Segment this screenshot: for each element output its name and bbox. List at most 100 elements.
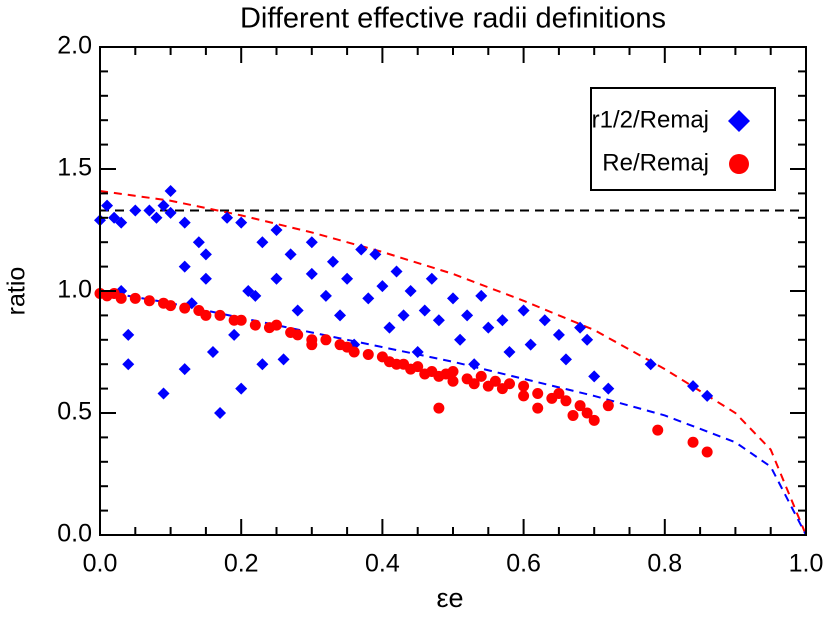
point (701, 389, 714, 402)
x-tick-label: 0.6 (506, 550, 541, 578)
x-tick-label: 0.4 (365, 550, 400, 578)
point (165, 300, 177, 312)
point (447, 292, 459, 305)
point (432, 314, 445, 327)
point (150, 211, 163, 224)
point (447, 366, 459, 378)
point (115, 292, 127, 304)
point (503, 378, 515, 390)
point (559, 353, 572, 366)
y-axis-label: ratio (3, 267, 31, 316)
point (143, 295, 155, 307)
point (574, 400, 586, 412)
point (326, 255, 339, 268)
point (235, 216, 248, 229)
point (164, 206, 177, 219)
point (362, 292, 375, 305)
point (524, 338, 537, 351)
point (199, 248, 212, 261)
point (581, 407, 593, 419)
point (517, 304, 530, 317)
y-tick-label: 1.5 (57, 154, 92, 182)
point (552, 328, 565, 341)
legend-marker (728, 110, 750, 132)
point (164, 184, 177, 197)
point (122, 358, 135, 371)
point (397, 309, 410, 322)
point (228, 328, 241, 341)
point (574, 321, 587, 334)
point (496, 314, 509, 327)
point (376, 280, 389, 293)
point (221, 211, 234, 224)
point (271, 319, 282, 331)
point (305, 236, 318, 249)
point (687, 380, 700, 393)
point (277, 353, 290, 366)
x-tick-label: 0.8 (647, 550, 682, 578)
point (687, 436, 699, 448)
point (560, 395, 572, 407)
point (454, 333, 467, 346)
point (235, 382, 248, 395)
point (249, 319, 261, 331)
point (306, 339, 318, 351)
point (214, 309, 226, 321)
point (503, 346, 516, 358)
point (334, 309, 347, 322)
point (292, 329, 304, 341)
point (129, 204, 142, 217)
point (390, 265, 403, 278)
point (101, 199, 114, 212)
point (602, 400, 614, 412)
point (411, 346, 424, 358)
point (489, 375, 501, 387)
x-axis-label: εe (436, 583, 463, 613)
point (157, 199, 170, 212)
point (418, 304, 431, 317)
point (567, 409, 579, 421)
x-tick-label: 0.0 (83, 550, 118, 578)
x-tick-label: 0.2 (224, 550, 259, 578)
point (404, 285, 417, 297)
point (588, 414, 600, 426)
y-tick-label: 0.5 (57, 398, 92, 426)
point (179, 302, 191, 314)
point (122, 328, 135, 341)
point (235, 314, 247, 326)
point (518, 380, 530, 392)
point (200, 309, 212, 321)
point (157, 387, 170, 400)
chart-title: Different effective radii definitions (240, 3, 666, 35)
point (383, 321, 396, 334)
point (425, 272, 438, 285)
point (412, 361, 424, 373)
point (369, 248, 382, 261)
point (468, 358, 481, 371)
legend-label: Re/Remaj (602, 149, 709, 176)
x-tick-label: 1.0 (789, 550, 824, 578)
point (362, 348, 374, 360)
point (270, 224, 283, 236)
point (348, 346, 360, 358)
point (284, 248, 297, 261)
point (305, 267, 318, 280)
point (178, 363, 191, 376)
point (320, 334, 332, 346)
y-tick-label: 2.0 (57, 32, 92, 60)
point (291, 304, 304, 317)
model-curve (99, 290, 807, 536)
point (588, 370, 601, 383)
point (129, 292, 141, 304)
y-tick-label: 0.0 (57, 520, 92, 548)
point (475, 370, 487, 382)
point (178, 260, 191, 273)
point (319, 289, 332, 302)
y-tick-label: 1.0 (57, 276, 92, 304)
point (475, 289, 488, 302)
point (538, 314, 551, 327)
point (581, 333, 594, 346)
point (270, 272, 283, 285)
point (468, 378, 480, 390)
point (256, 358, 269, 371)
